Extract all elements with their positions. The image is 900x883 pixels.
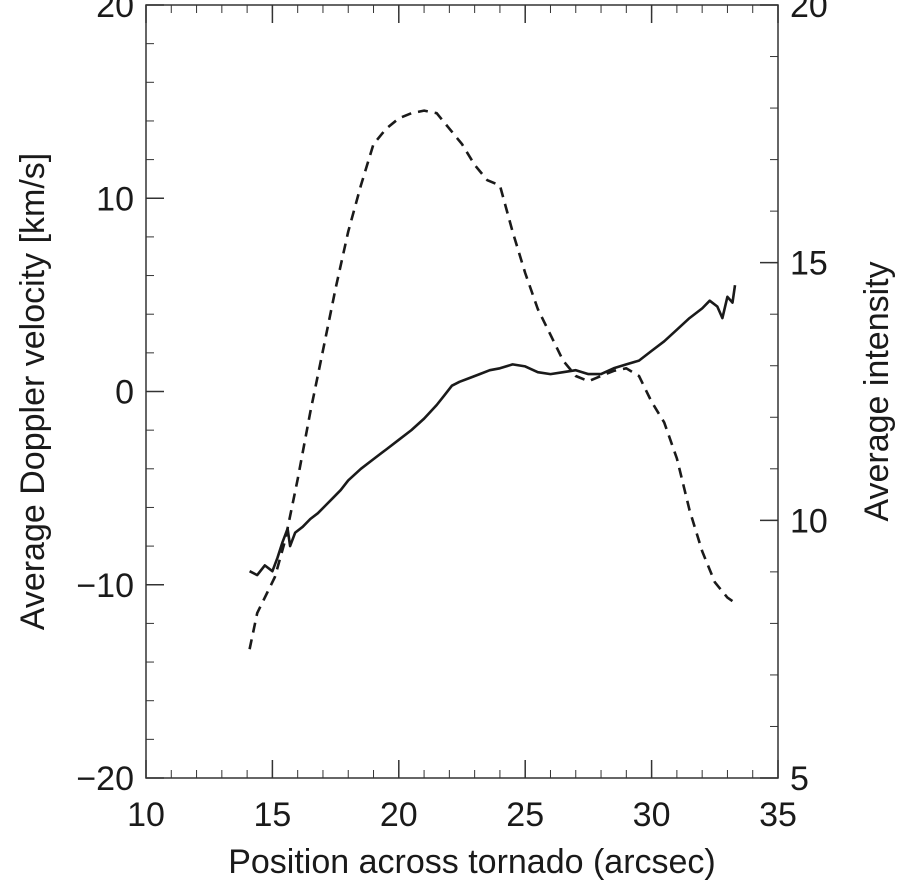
x-tick-label: 20 bbox=[380, 796, 418, 834]
y-tick-label: −10 bbox=[76, 567, 134, 605]
y-tick-label: 0 bbox=[115, 374, 134, 412]
series-line-dashed bbox=[248, 109, 736, 650]
y-tick-label: 20 bbox=[96, 0, 134, 25]
y2-tick-label: 5 bbox=[790, 760, 809, 798]
minor-ticks bbox=[145, 4, 779, 779]
y-axis-title: Average Doppler velocity [km/s] bbox=[14, 153, 52, 630]
y2-tick-label: 10 bbox=[790, 502, 828, 540]
y-tick-label: −20 bbox=[76, 760, 134, 798]
series-line-solid bbox=[249, 285, 737, 577]
x-tick-label: 35 bbox=[759, 796, 797, 834]
tick-labels: 10 15 20 25 30 35 −20 −10 0 10 20 5 10 15 20 bbox=[76, 0, 828, 834]
y2-axis-title: Average intensity bbox=[858, 261, 896, 521]
series-layer bbox=[248, 109, 737, 650]
plot-frame bbox=[145, 4, 779, 779]
y-tick-label: 10 bbox=[96, 180, 134, 218]
y2-tick-label: 20 bbox=[790, 0, 828, 25]
major-ticks bbox=[145, 4, 779, 779]
x-tick-label: 30 bbox=[633, 796, 671, 834]
x-tick-label: 15 bbox=[253, 796, 291, 834]
x-tick-label: 10 bbox=[127, 796, 165, 834]
x-tick-label: 25 bbox=[506, 796, 544, 834]
y2-tick-label: 15 bbox=[790, 245, 828, 283]
x-axis-title: Position across tornado (arcsec) bbox=[228, 843, 716, 881]
